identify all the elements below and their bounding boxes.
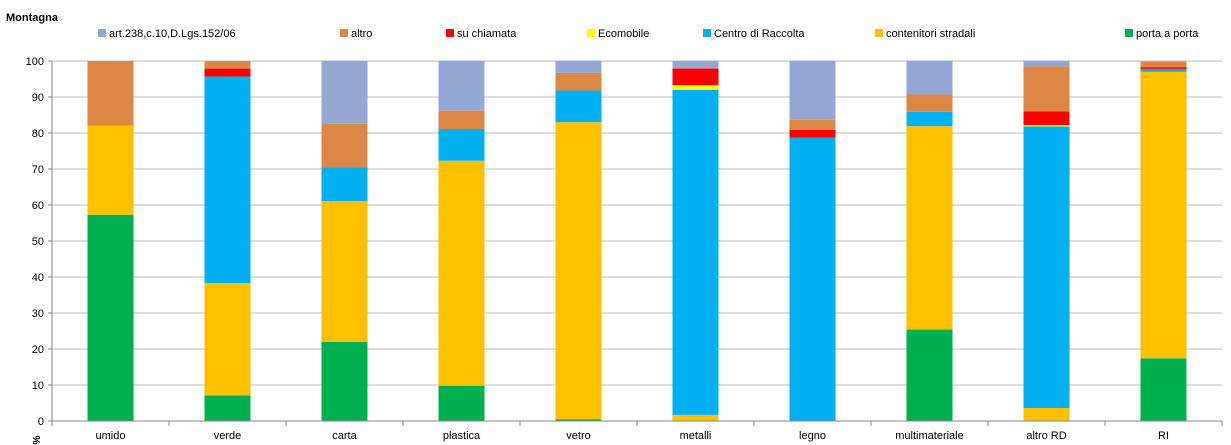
bar-segment-verde-su-chiamata: [204, 68, 251, 77]
x-tick-label: altro RD: [1026, 430, 1066, 442]
bar-segment-vetro-contenitori-stradali: [555, 122, 602, 420]
legend-swatch-altro: [340, 29, 348, 37]
bar-segment-ri-art-238-c-10-d-lgs-152-06: [1140, 61, 1187, 62]
bar-segment-multimateriale-art-238-c-10-d-lgs-152-06: [906, 61, 953, 95]
legend-swatch-art-238-c-10-d-lgs-152-06: [98, 29, 106, 37]
y-tick-label: 10: [32, 380, 44, 392]
bar-segment-vetro-altro: [555, 72, 602, 91]
bar-segment-plastica-centro-di-raccolta: [438, 129, 485, 161]
bar-segment-carta-contenitori-stradali: [321, 201, 368, 342]
bar-segment-carta-art-238-c-10-d-lgs-152-06: [321, 61, 368, 124]
bar-segment-carta-altro: [321, 123, 368, 168]
y-tick-label: 80: [32, 128, 44, 140]
bar-segment-ri-su-chiamata: [1140, 67, 1187, 69]
y-tick-label: 50: [32, 236, 44, 248]
chart-title: Montagna: [6, 12, 59, 24]
y-tick-label: 20: [32, 344, 44, 356]
x-tick-label: plastica: [443, 430, 481, 442]
y-tick-label: 60: [32, 200, 44, 212]
bar-segment-verde-contenitori-stradali: [204, 283, 251, 396]
legend-swatch-ecomobile: [587, 29, 595, 37]
bar-segment-ri-altro: [1140, 61, 1187, 68]
legend-label: Ecomobile: [598, 28, 649, 40]
legend-swatch-centro-di-raccolta: [703, 29, 711, 37]
y-tick-label: 70: [32, 164, 44, 176]
bar-segment-metalli-art-238-c-10-d-lgs-152-06: [672, 61, 719, 69]
x-tick-label: vetro: [566, 430, 590, 442]
y-tick-labels: 0 10 20 30 40 50 60 70 80 90 100: [26, 56, 44, 428]
bar-segment-vetro-art-238-c-10-d-lgs-152-06: [555, 61, 602, 73]
bar-segment-legno-centro-di-raccolta: [789, 137, 836, 421]
bar-segment-verde-altro: [204, 61, 251, 69]
y-tick-label: 30: [32, 308, 44, 320]
bar-segment-vetro-porta-a-porta: [555, 419, 602, 421]
x-tick-label: RI: [1158, 430, 1169, 442]
bar-segment-plastica-art-238-c-10-d-lgs-152-06: [438, 61, 485, 111]
x-tick-label: multimateriale: [895, 430, 963, 442]
legend-swatch-porta-a-porta: [1125, 29, 1133, 37]
y-tick-label: 0: [38, 416, 44, 428]
legend-label: su chiamata: [457, 28, 517, 40]
bar-segment-altro-rd-altro: [1023, 66, 1070, 112]
bar-segment-altro-rd-ecomobile: [1023, 125, 1070, 127]
y-tick-label: 90: [32, 92, 44, 104]
x-tick-label: carta: [332, 430, 357, 442]
bar-segment-ri-centro-di-raccolta: [1140, 68, 1187, 72]
bar-segment-carta-porta-a-porta: [321, 341, 368, 421]
bar-segment-altro-rd-su-chiamata: [1023, 111, 1070, 126]
legend-label: art.238,c.10,D.Lgs.152/06: [109, 28, 236, 40]
bar-segment-legno-su-chiamata: [789, 129, 836, 138]
bars: [87, 61, 1187, 421]
bar-segment-plastica-contenitori-stradali: [438, 160, 485, 386]
bar-segment-multimateriale-altro: [906, 94, 953, 112]
x-tick-label: umido: [96, 430, 126, 442]
legend-swatch-contenitori-stradali: [875, 29, 883, 37]
bar-segment-multimateriale-centro-di-raccolta: [906, 111, 953, 127]
bar-segment-ri-porta-a-porta: [1140, 358, 1187, 421]
bar-segment-plastica-altro: [438, 110, 485, 130]
x-tick-labels: umido verde carta plastica vetro metalli legno…: [96, 430, 1169, 442]
bar-segment-altro-rd-centro-di-raccolta: [1023, 126, 1070, 409]
bar-segment-carta-centro-di-raccolta: [321, 167, 368, 202]
bar-segment-umido-altro: [87, 61, 134, 126]
y-axis-label: %: [32, 435, 43, 444]
bar-segment-umido-contenitori-stradali: [87, 125, 134, 215]
bar-segment-metalli-ecomobile: [672, 85, 719, 90]
bar-segment-multimateriale-porta-a-porta: [906, 329, 953, 421]
bar-segment-plastica-porta-a-porta: [438, 385, 485, 421]
axes: [48, 60, 1223, 426]
bar-segment-metalli-centro-di-raccolta: [672, 89, 719, 415]
legend-swatch-su-chiamata: [446, 29, 454, 37]
bar-segment-altro-rd-contenitori-stradali: [1023, 408, 1070, 421]
legend-label: Centro di Raccolta: [714, 28, 805, 40]
bar-segment-multimateriale-contenitori-stradali: [906, 126, 953, 330]
y-tick-label: 100: [26, 56, 44, 68]
bar-segment-verde-centro-di-raccolta: [204, 76, 251, 284]
legend-label: altro: [351, 28, 372, 40]
y-tick-label: 40: [32, 272, 44, 284]
bar-segment-vetro-centro-di-raccolta: [555, 90, 602, 123]
bar-segment-ri-contenitori-stradali: [1140, 71, 1187, 359]
x-tick-label: metalli: [680, 430, 712, 442]
legend: art.238,c.10,D.Lgs.152/06 altro su chiamat…: [98, 28, 1199, 40]
bar-segment-altro-rd-art-238-c-10-d-lgs-152-06: [1023, 61, 1070, 67]
bar-segment-metalli-contenitori-stradali: [672, 414, 719, 421]
bar-segment-verde-porta-a-porta: [204, 395, 251, 421]
x-tick-label: verde: [214, 430, 242, 442]
bar-segment-legno-art-238-c-10-d-lgs-152-06: [789, 61, 836, 120]
bar-segment-umido-porta-a-porta: [87, 214, 134, 421]
x-tick-label: legno: [799, 430, 826, 442]
legend-label: porta a porta: [1136, 28, 1199, 40]
legend-label: contenitori stradali: [886, 28, 975, 40]
bar-segment-legno-altro: [789, 119, 836, 130]
bar-segment-metalli-su-chiamata: [672, 68, 719, 86]
